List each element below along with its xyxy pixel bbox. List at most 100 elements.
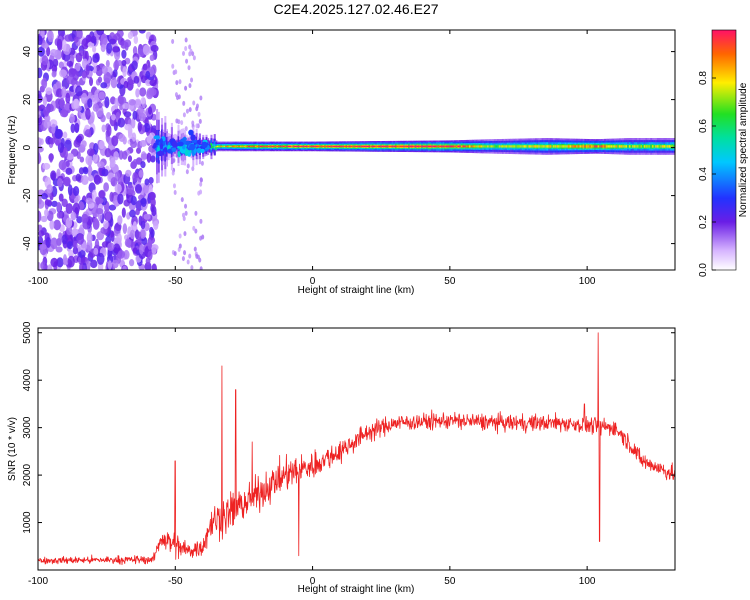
band-cell bbox=[640, 145, 643, 148]
noise-cell bbox=[112, 259, 119, 269]
noise-cell bbox=[59, 109, 68, 118]
band-cell bbox=[544, 145, 547, 148]
noise-cell bbox=[121, 49, 127, 59]
band-cell bbox=[559, 145, 562, 148]
band-cell bbox=[429, 145, 432, 148]
band-cell bbox=[333, 145, 337, 148]
noise-cell bbox=[114, 183, 122, 194]
noise-cell bbox=[190, 77, 194, 83]
noise-cell bbox=[80, 92, 88, 105]
band-cell bbox=[279, 145, 282, 148]
band-cell bbox=[446, 145, 449, 148]
noise-cell bbox=[95, 67, 103, 77]
noise-cell bbox=[140, 97, 146, 105]
noise-cell bbox=[86, 148, 95, 157]
noise-cell bbox=[53, 219, 61, 231]
band-cell bbox=[586, 145, 589, 148]
x-tick-label: -50 bbox=[168, 276, 183, 287]
noise-cell bbox=[184, 85, 188, 91]
band-blob bbox=[196, 139, 202, 145]
band-cell bbox=[602, 145, 605, 148]
band-cell bbox=[418, 145, 421, 148]
band-cell bbox=[225, 145, 228, 148]
noise-cell bbox=[118, 150, 124, 160]
band-cell bbox=[444, 145, 447, 148]
band-blob bbox=[159, 143, 164, 150]
noise-cell bbox=[187, 65, 191, 71]
noise-cell bbox=[75, 173, 82, 182]
noise-cell bbox=[135, 88, 140, 98]
band-cell bbox=[653, 145, 656, 148]
noise-cell bbox=[131, 132, 137, 142]
noise-cell bbox=[132, 172, 138, 183]
noise-cell bbox=[143, 122, 151, 133]
noise-cell bbox=[56, 168, 61, 179]
noise-cell bbox=[199, 218, 203, 224]
band-cell bbox=[615, 145, 618, 148]
noise-cell bbox=[76, 233, 85, 245]
noise-cell bbox=[138, 170, 144, 178]
noise-cell bbox=[106, 42, 113, 54]
noise-cell bbox=[127, 31, 134, 40]
band-cell bbox=[213, 144, 216, 149]
x-tick-label: 100 bbox=[579, 276, 596, 287]
band-blob bbox=[200, 148, 205, 154]
band-cell bbox=[314, 145, 317, 148]
band-cell bbox=[553, 145, 556, 148]
band-cell bbox=[671, 145, 674, 148]
band-cell bbox=[197, 143, 200, 149]
noise-cell bbox=[146, 152, 152, 163]
noise-cell bbox=[197, 111, 201, 117]
band-cell bbox=[574, 145, 577, 148]
noise-cell bbox=[115, 112, 121, 120]
noise-cell bbox=[100, 33, 108, 46]
band-cell bbox=[599, 145, 602, 148]
noise-cell bbox=[38, 110, 41, 119]
band-cell bbox=[388, 145, 391, 148]
noise-cell bbox=[122, 102, 130, 110]
band-cell bbox=[492, 145, 495, 148]
noise-cell bbox=[93, 174, 101, 185]
noise-cell bbox=[40, 215, 48, 223]
colorbar-tick-label: 0.2 bbox=[698, 215, 709, 229]
noise-cell bbox=[125, 169, 132, 177]
noise-cell bbox=[186, 163, 190, 169]
noise-cell bbox=[90, 35, 97, 44]
band-cell bbox=[658, 145, 661, 148]
noise-cell bbox=[130, 195, 137, 206]
noise-cell bbox=[47, 264, 53, 270]
band-cell bbox=[230, 145, 233, 148]
band-cell bbox=[315, 145, 318, 148]
noise-cell bbox=[182, 100, 186, 106]
noise-cell bbox=[38, 146, 44, 153]
noise-cell bbox=[66, 241, 74, 250]
band-cell bbox=[576, 145, 579, 148]
band-cell bbox=[454, 145, 457, 148]
band-cell bbox=[520, 145, 523, 148]
noise-cell bbox=[38, 35, 43, 46]
band-cell bbox=[432, 145, 435, 148]
noise-cell bbox=[195, 106, 199, 112]
noise-cell bbox=[41, 77, 48, 90]
band-cell bbox=[655, 145, 658, 148]
band-blob bbox=[177, 141, 184, 147]
band-cell bbox=[363, 145, 366, 148]
band-cell bbox=[488, 145, 491, 148]
band-cell bbox=[281, 145, 284, 148]
band-cell bbox=[498, 145, 501, 148]
noise-cell bbox=[59, 69, 68, 78]
noise-cell bbox=[85, 64, 90, 76]
band-cell bbox=[246, 145, 249, 148]
x-tick-label: -100 bbox=[28, 276, 48, 287]
band-cell bbox=[217, 145, 220, 148]
band-cell bbox=[531, 145, 534, 148]
band-cell bbox=[342, 145, 345, 148]
band-cell bbox=[541, 145, 544, 148]
noise-cell bbox=[122, 223, 128, 235]
noise-cell bbox=[185, 169, 189, 175]
noise-cell bbox=[199, 181, 203, 187]
noise-cell bbox=[42, 96, 48, 107]
noise-cell bbox=[70, 211, 77, 221]
band-cell bbox=[505, 145, 508, 148]
